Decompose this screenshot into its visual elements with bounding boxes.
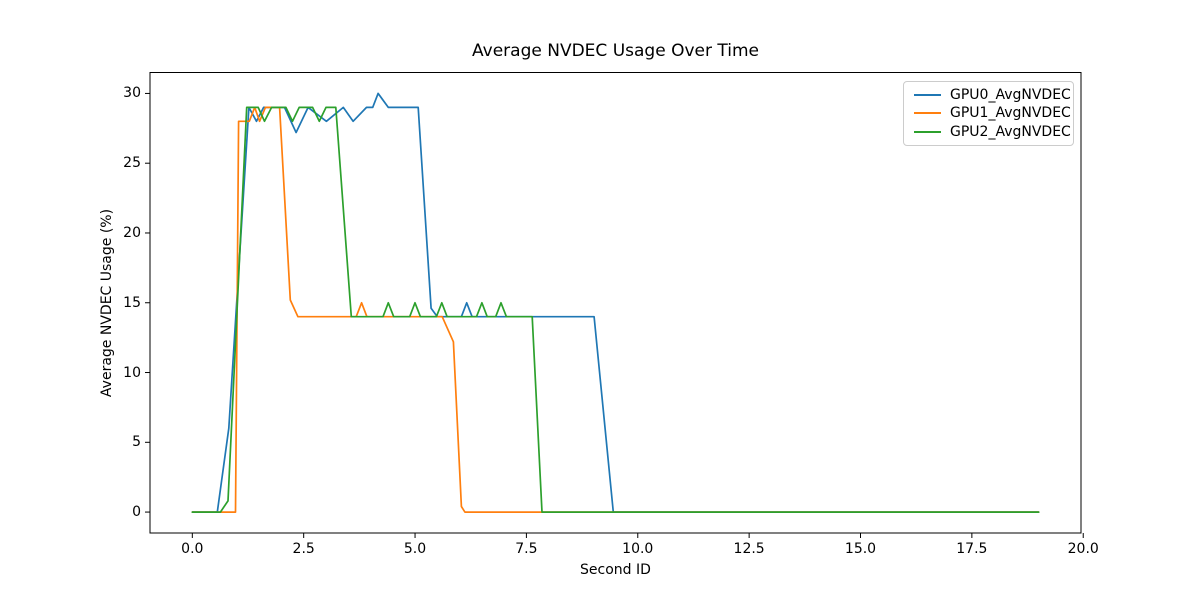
x-tick-label: 12.5 — [733, 541, 765, 557]
x-tick-label: 2.5 — [292, 541, 315, 557]
y-tick-label: 15 — [123, 294, 141, 311]
y-tick-label: 30 — [123, 85, 141, 102]
x-tick-label: 10.0 — [622, 541, 654, 557]
series-line-GPU0_AvgNVDEC — [191, 92, 1040, 513]
legend-label-gpu2: GPU2_AvgNVDEC — [950, 123, 1071, 140]
x-tick-label: 0.0 — [181, 541, 204, 557]
series-line-GPU1_AvgNVDEC — [191, 106, 1040, 513]
legend-row: GPU2_AvgNVDEC — [914, 123, 1071, 141]
x-tick-label: 15.0 — [844, 541, 877, 557]
y-tick-label: 10 — [123, 364, 141, 381]
y-tick-label: 20 — [123, 224, 141, 241]
legend-label-gpu0: GPU0_AvgNVDEC — [950, 87, 1071, 104]
x-tick-label: 20.0 — [1067, 541, 1099, 557]
legend-row: GPU1_AvgNVDEC — [914, 104, 1071, 122]
y-tick-label: 25 — [123, 155, 141, 172]
series-line-GPU2_AvgNVDEC — [191, 106, 1040, 513]
legend-line-swatch-gpu0 — [914, 94, 941, 97]
legend-row: GPU0_AvgNVDEC — [914, 86, 1071, 104]
x-tick-label: 17.5 — [956, 541, 988, 557]
legend-label-gpu1: GPU1_AvgNVDEC — [950, 105, 1071, 122]
x-tick-label: 7.5 — [515, 541, 538, 557]
y-tick-label: 0 — [132, 504, 141, 521]
legend-line-swatch-gpu1 — [914, 112, 941, 115]
legend: GPU0_AvgNVDEC GPU1_AvgNVDEC GPU2_AvgNVDE… — [903, 81, 1074, 146]
x-axis-label: Second ID — [580, 562, 651, 578]
legend-line-swatch-gpu2 — [914, 130, 941, 133]
chart-title: Average NVDEC Usage Over Time — [472, 41, 759, 61]
y-tick-label: 5 — [132, 434, 141, 451]
x-tick-label: 5.0 — [403, 541, 427, 557]
